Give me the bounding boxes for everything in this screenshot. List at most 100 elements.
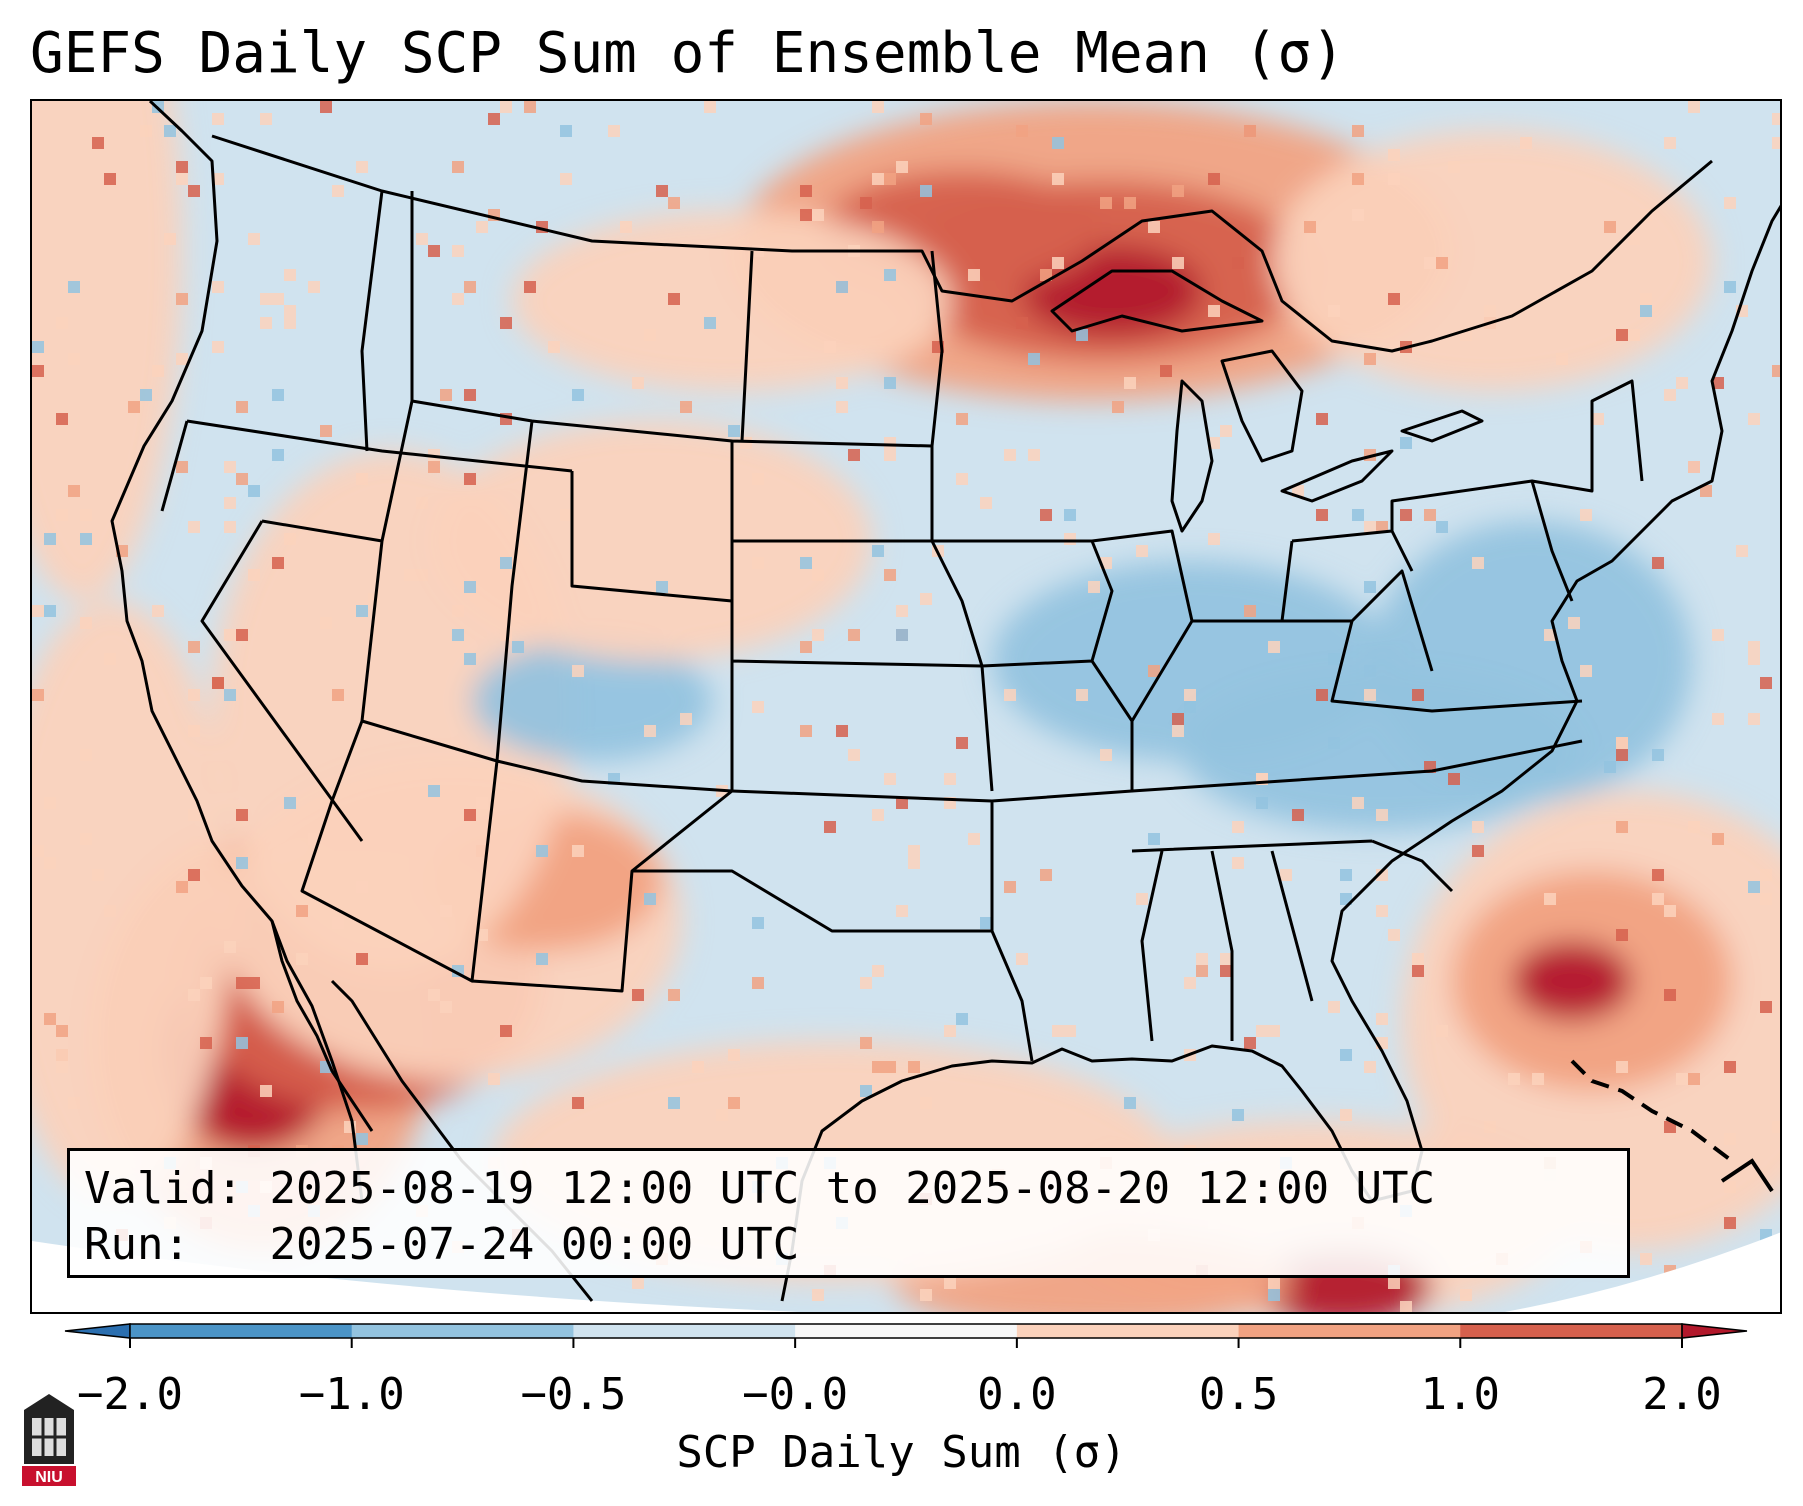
anomaly-pixel (884, 269, 896, 281)
anomaly-pixel (1580, 665, 1592, 677)
anomaly-pixel (692, 1061, 704, 1073)
anomaly-pixel (800, 209, 812, 221)
anomaly-pixel (800, 557, 812, 569)
anomaly-pixel (524, 281, 536, 293)
anomaly-pixel (680, 401, 692, 413)
anomaly-blob (1512, 941, 1632, 1021)
anomaly-blob (512, 211, 952, 391)
anomaly-pixel (176, 173, 188, 185)
domain-edge-left (32, 1241, 801, 1312)
colorbar-tick-label: 0.0 (977, 1369, 1057, 1420)
anomaly-pixel (356, 161, 368, 173)
anomaly-pixel (1352, 209, 1364, 221)
anomaly-pixel (1040, 509, 1052, 521)
anomaly-pixel (152, 365, 164, 377)
anomaly-pixel (56, 1025, 68, 1037)
anomaly-pixel (1760, 1001, 1772, 1013)
anomaly-pixel (68, 485, 80, 497)
anomaly-pixel (1244, 605, 1256, 617)
anomaly-pixel (1280, 869, 1292, 881)
anomaly-pixel (1664, 137, 1676, 149)
anomaly-pixel (200, 1037, 212, 1049)
anomaly-pixel (524, 101, 536, 113)
anomaly-pixel (452, 161, 464, 173)
anomaly-pixel (560, 173, 572, 185)
anomaly-pixel (1220, 965, 1232, 977)
anomaly-pixel (872, 545, 884, 557)
colorbar-tick-label: 2.0 (1642, 1369, 1722, 1420)
anomaly-pixel (356, 881, 368, 893)
anomaly-pixel (176, 353, 188, 365)
anomaly-pixel (1100, 749, 1112, 761)
colorbar-extend-low (64, 1323, 131, 1339)
anomaly-pixel (1748, 413, 1760, 425)
anomaly-pixel (1064, 509, 1076, 521)
anomaly-pixel (644, 725, 656, 737)
anomaly-pixel (1364, 1061, 1376, 1073)
anomaly-pixel (188, 809, 200, 821)
anomaly-pixel (248, 233, 260, 245)
anomaly-pixel (812, 569, 824, 581)
anomaly-pixel (188, 989, 200, 1001)
anomaly-pixel (920, 1289, 932, 1301)
anomaly-pixel (284, 317, 296, 329)
anomaly-pixel (212, 341, 224, 353)
anomaly-pixel (1724, 1061, 1736, 1073)
anomaly-pixel (860, 197, 872, 209)
anomaly-pixel (1076, 689, 1088, 701)
colorbar-label: SCP Daily Sum (σ) (676, 1427, 1127, 1478)
anomaly-pixel (968, 833, 980, 845)
anomaly-pixel (32, 341, 44, 353)
anomaly-pixel (836, 401, 848, 413)
colorbar-bin (130, 1324, 353, 1338)
anomaly-pixel (620, 221, 632, 233)
anomaly-pixel (1436, 521, 1448, 533)
anomaly-pixel (1760, 869, 1772, 881)
anomaly-pixel (1316, 413, 1328, 425)
coastline-gulf (780, 1044, 1374, 1302)
anomaly-pixel (848, 749, 860, 761)
anomaly-pixel (356, 605, 368, 617)
anomaly-pixel (944, 773, 956, 785)
anomaly-pixel (980, 497, 992, 509)
anomaly-pixel (500, 1025, 512, 1037)
colorbar-bin (1238, 1324, 1461, 1338)
anomaly-pixel (668, 293, 680, 305)
anomaly-pixel (404, 569, 416, 581)
anomaly-pixel (872, 221, 884, 233)
anomaly-pixel (1328, 305, 1340, 317)
anomaly-pixel (1616, 749, 1628, 761)
anomaly-pixel (188, 521, 200, 533)
anomaly-pixel (80, 617, 92, 629)
anomaly-pixel (1472, 821, 1484, 833)
anomaly-blob (32, 101, 182, 601)
anomaly-pixel (1376, 1013, 1388, 1025)
anomaly-pixel (1412, 689, 1424, 701)
anomaly-pixel (1616, 929, 1628, 941)
anomaly-pixel (704, 101, 716, 113)
anomaly-pixel (1268, 641, 1280, 653)
anomaly-pixel (536, 845, 548, 857)
anomaly-pixel (32, 365, 44, 377)
anomaly-pixel (656, 581, 668, 593)
anomaly-pixel (752, 977, 764, 989)
anomaly-pixel (752, 557, 764, 569)
anomaly-pixel (56, 509, 68, 521)
anomaly-pixel (1556, 353, 1568, 365)
anomaly-pixel (1760, 677, 1772, 689)
anomaly-pixel (464, 653, 476, 665)
colorbar-bin (1016, 1324, 1240, 1338)
anomaly-pixel (1076, 329, 1088, 341)
anomaly-pixel (1664, 389, 1676, 401)
anomaly-pixel (1388, 293, 1400, 305)
anomaly-pixel (1712, 629, 1724, 641)
coastline-east (1330, 204, 1780, 1203)
anomaly-pixel (452, 293, 464, 305)
anomaly-pixel (1484, 305, 1496, 317)
anomaly-blob (1272, 131, 1712, 391)
anomaly-pixel (140, 389, 152, 401)
anomaly-pixel (1328, 737, 1340, 749)
anomaly-pixel (884, 773, 896, 785)
anomaly-pixel (1604, 221, 1616, 233)
anomaly-pixel (572, 665, 584, 677)
